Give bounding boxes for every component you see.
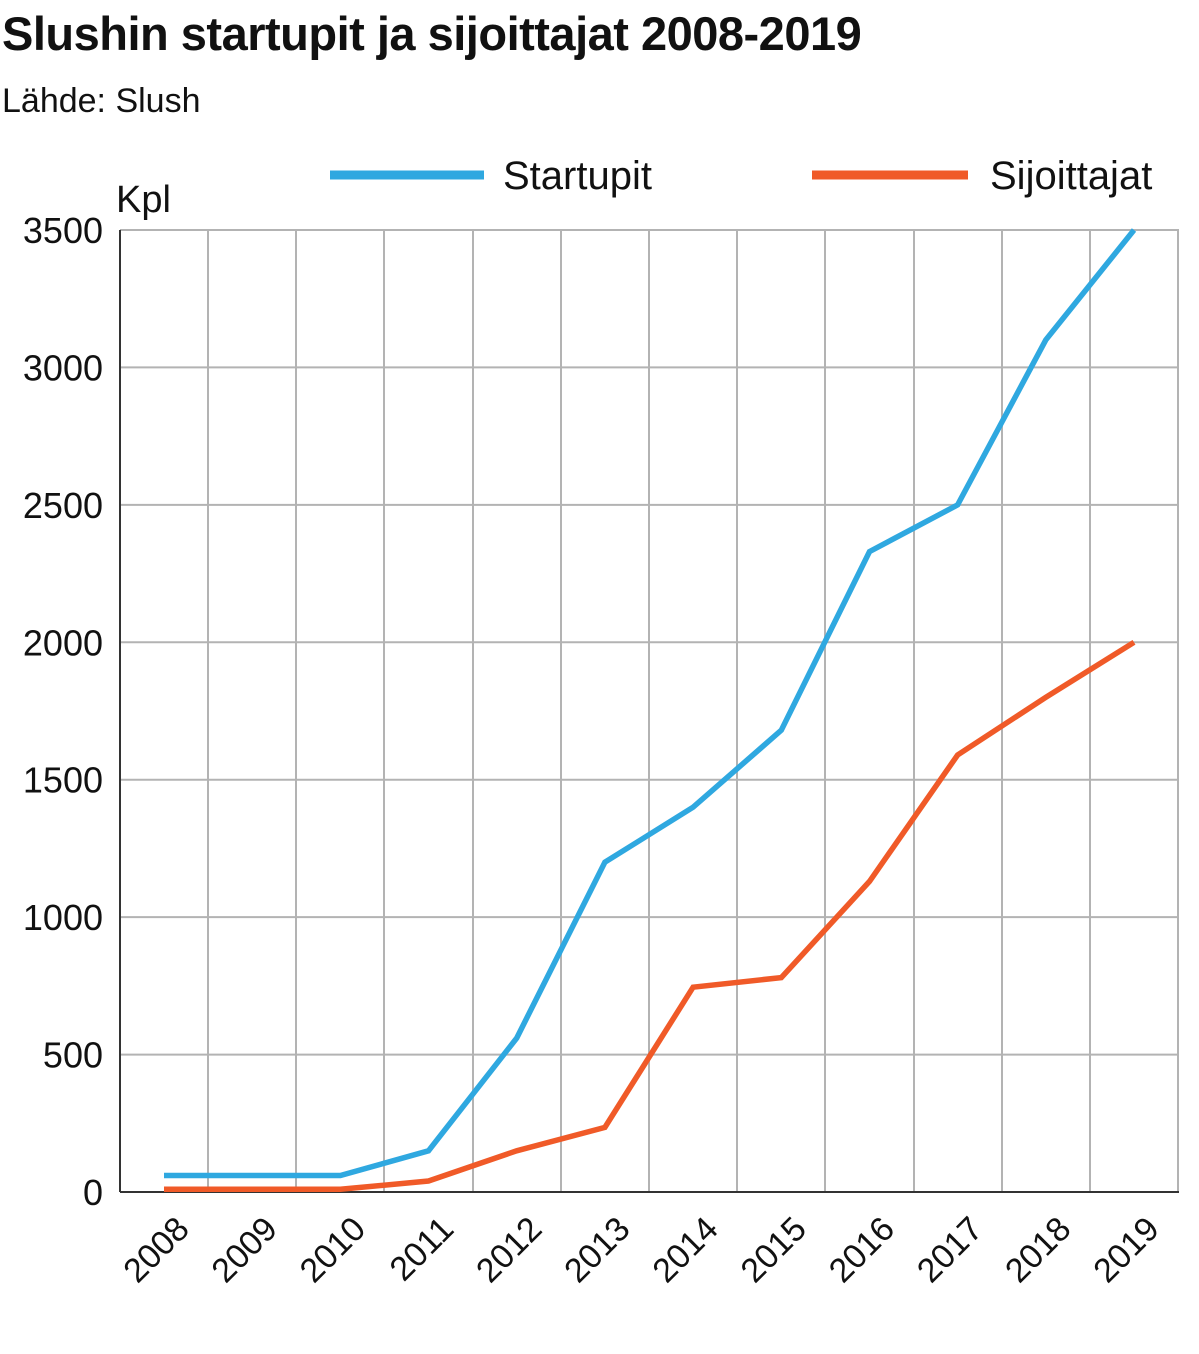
x-tick-label: 2015 — [734, 1210, 814, 1290]
x-tick-label: 2008 — [116, 1210, 196, 1290]
y-tick-label: 3500 — [23, 210, 103, 251]
legend-label-startupit: Startupit — [503, 154, 652, 198]
series-line-sijoittajat — [164, 639, 1136, 1193]
legend-label-sijoittajat: Sijoittajat — [990, 154, 1152, 198]
grid-layer — [120, 229, 1179, 1192]
x-tick-label: 2018 — [998, 1210, 1078, 1290]
y-tick-label: 500 — [43, 1035, 103, 1076]
legend: Startupit Sijoittajat — [330, 154, 1152, 198]
y-tick-label: 0 — [83, 1172, 103, 1213]
x-tick-label: 2009 — [204, 1210, 284, 1290]
y-tick-label: 2000 — [23, 622, 103, 663]
x-tick-label: 2017 — [910, 1210, 990, 1290]
x-tick-label: 2012 — [469, 1210, 549, 1290]
x-tick-label: 2011 — [383, 1210, 462, 1289]
y-tick-label: 1500 — [23, 760, 103, 801]
x-tick-label: 2016 — [822, 1210, 902, 1290]
y-tick-label: 2500 — [23, 485, 103, 526]
chart-title: Slushin startupit ja sijoittajat 2008-20… — [2, 7, 862, 60]
x-tick-label: 2014 — [645, 1210, 725, 1290]
chart-source: Lähde: Slush — [2, 82, 201, 120]
series-line-startupit — [164, 228, 1137, 1179]
series-layer — [164, 228, 1137, 1193]
y-tick-label: 1000 — [23, 897, 103, 938]
x-tick-label: 2019 — [1086, 1210, 1166, 1290]
x-tick-label: 2010 — [293, 1210, 373, 1290]
x-tick-label: 2013 — [557, 1210, 637, 1290]
y-tick-label: 3000 — [23, 347, 103, 388]
y-axis-unit-label: Kpl — [116, 179, 171, 221]
